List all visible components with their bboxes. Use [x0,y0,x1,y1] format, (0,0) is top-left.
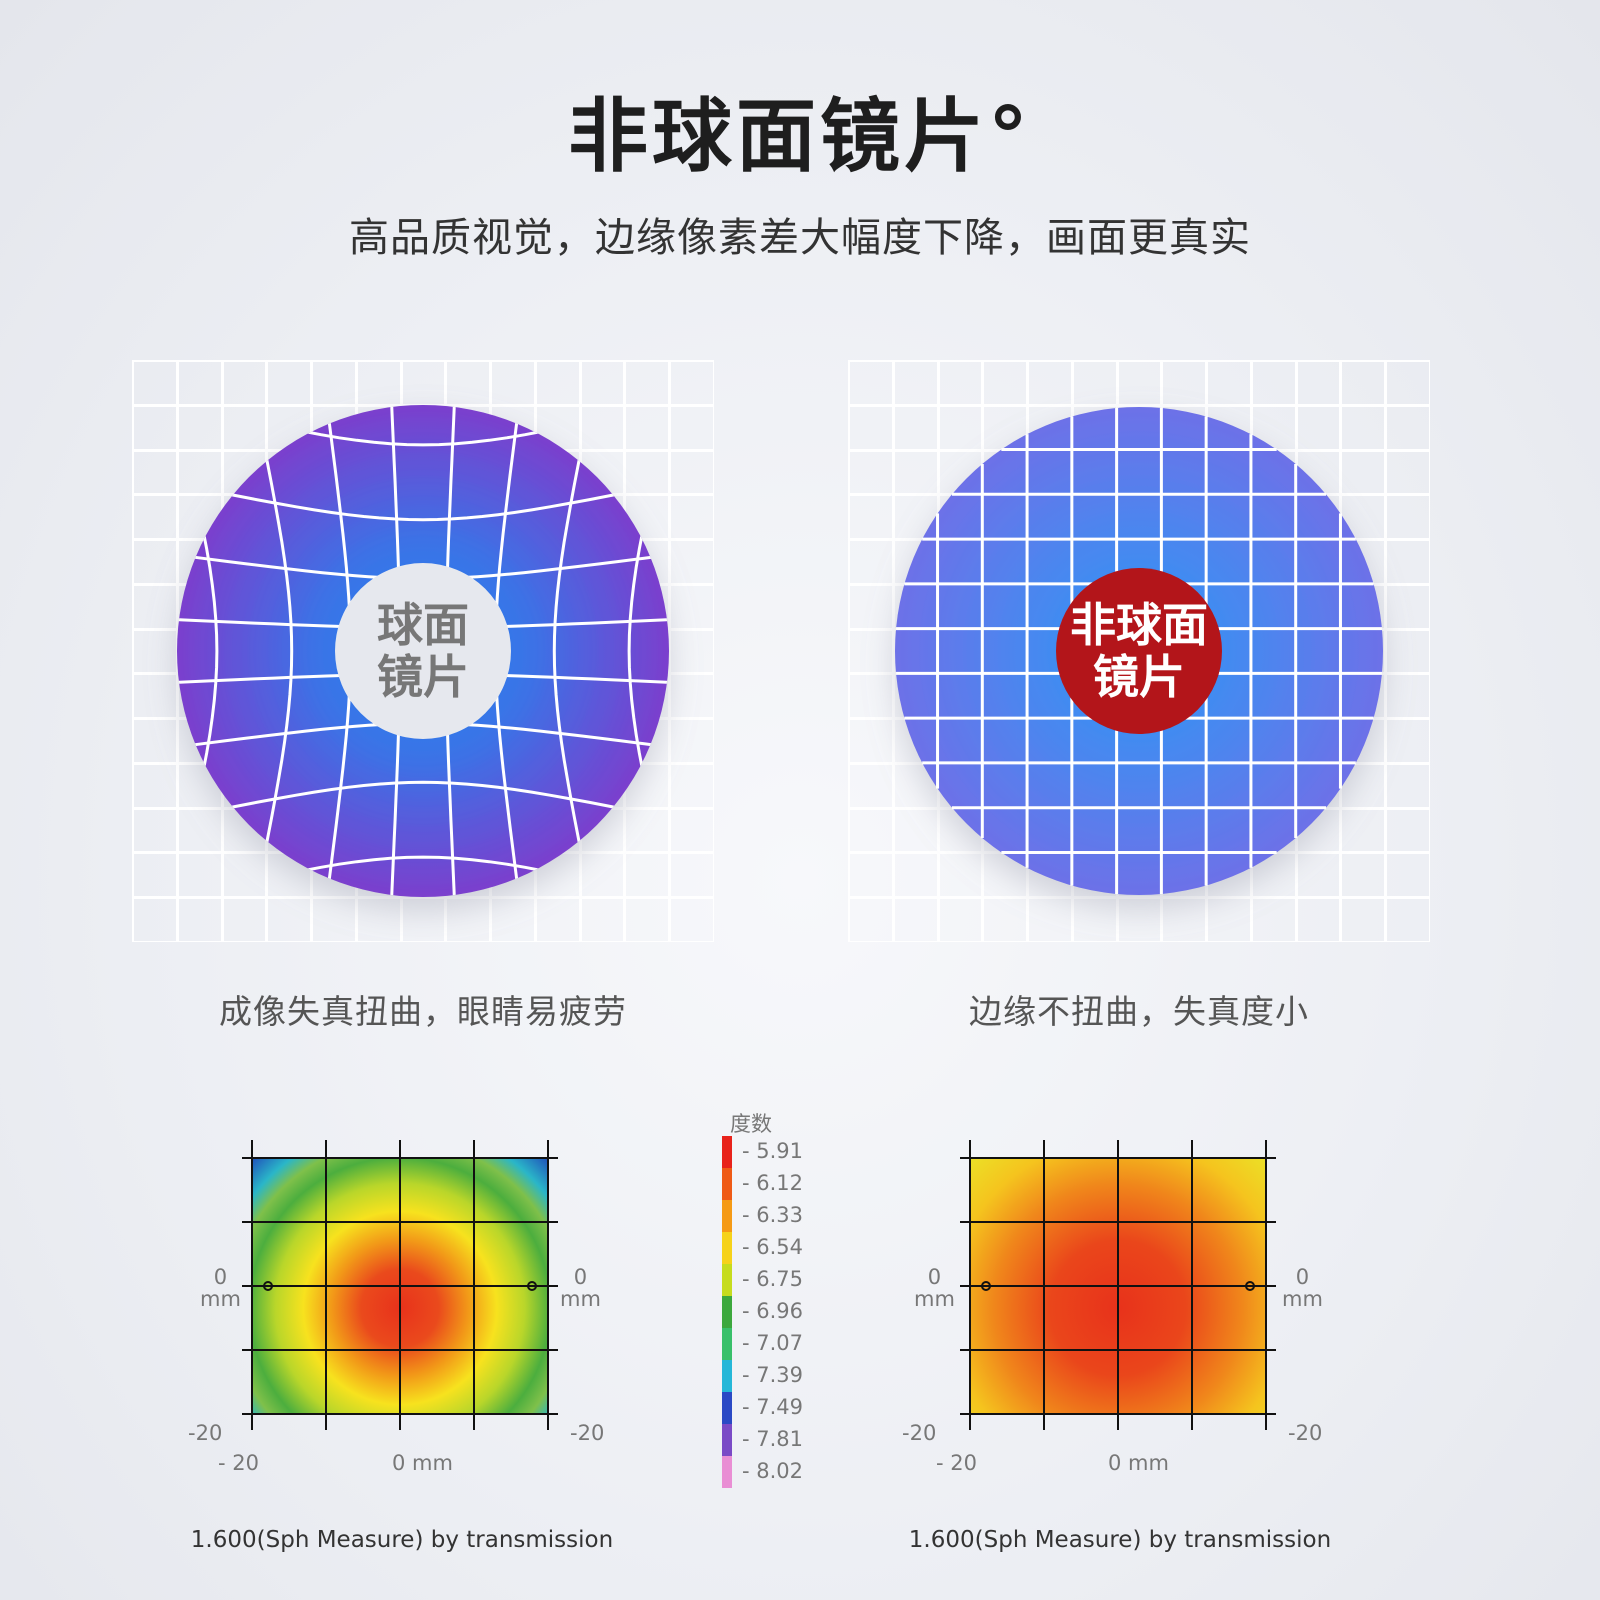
y-zero-label-left: 0 mm [200,1265,241,1311]
aspheric-caption: 边缘不扭曲，失真度小 [969,992,1309,1031]
x-min-label: - 20 [936,1451,977,1475]
legend-label: - 6.54 [742,1235,804,1259]
legend-label: - 6.96 [742,1299,804,1323]
legend-label: - 6.33 [742,1203,804,1227]
legend-swatch [722,1136,732,1168]
legend-title: 度数 [730,1112,772,1136]
legend-swatch [722,1168,732,1200]
badge-line2: 镜片 [1093,650,1185,704]
aspheric-power-map: 0 mm 0 mm -20 -20 - 20 0 mm 1.600(Sph Meas… [900,1140,1340,1560]
legend-swatch [722,1424,732,1456]
badge-line2: 镜片 [377,650,469,704]
legend-label: - 7.49 [742,1395,804,1419]
reference-point-marker [981,1281,991,1291]
plot-grid [242,1140,558,1430]
reference-point-marker [527,1281,537,1291]
legend-swatch [722,1200,732,1232]
spherical-lens-panel: 球面 镜片 [132,360,714,942]
y-min-label-left: -20 [188,1421,223,1445]
lens-grid-line [177,855,669,897]
page-title: 非球面镜片° [568,90,1032,183]
y-min-label-left: -20 [902,1421,937,1445]
aspheric-lens-panel: 非球面 镜片 [848,360,1430,942]
x-center-label: 0 mm [1108,1451,1169,1475]
badge-line1: 非球面 [1070,598,1208,652]
lens-grid-line [627,405,669,897]
y-zero-label-left: 0 mm [914,1265,955,1311]
x-min-label: - 20 [218,1451,259,1475]
legend-swatch [722,1328,732,1360]
legend-swatch [722,1296,732,1328]
aspheric-heatmap-graphic [960,1140,1276,1430]
legend-label: - 6.75 [742,1267,804,1291]
spherical-heatmap-graphic [242,1140,558,1430]
spherical-power-map: 0 mm 0 mm -20 -20 - 20 0 mm 1.600(Sph Meas… [182,1140,622,1560]
legend-label: - 8.02 [742,1459,804,1483]
legend-swatch [722,1264,732,1296]
y-zero-label-right: 0 mm [1282,1265,1323,1311]
legend-label: - 7.81 [742,1427,804,1451]
legend-swatch [722,1392,732,1424]
lens-grid-line [177,405,669,447]
page-subtitle: 高品质视觉，边缘像素差大幅度下降，画面更真实 [349,215,1251,261]
x-center-label: 0 mm [392,1451,453,1475]
legend-label: - 7.39 [742,1363,804,1387]
legend-label: - 5.91 [742,1139,804,1163]
spherical-lens-badge: 球面 镜片 [335,563,511,739]
plot-title: 1.600(Sph Measure) by transmission [190,1527,614,1553]
power-legend: 度数 - 5.91 - 6.12 - 6.33 - 6.54 - 6.75 - 6.96 -… [700,1108,840,1528]
spherical-caption: 成像失真扭曲，眼睛易疲劳 [219,992,627,1031]
plot-title: 1.600(Sph Measure) by transmission [908,1527,1332,1553]
lens-grid-line [177,405,219,897]
y-min-label-right: -20 [1288,1421,1323,1445]
y-min-label-right: -20 [570,1421,605,1445]
aspheric-lens-badge: 非球面 镜片 [1056,568,1222,734]
reference-point-marker [1245,1281,1255,1291]
legend-swatch [722,1360,732,1392]
legend-swatch [722,1232,732,1264]
legend-swatch [722,1456,732,1488]
reference-point-marker [263,1281,273,1291]
y-zero-label-right: 0 mm [560,1265,601,1311]
badge-line1: 球面 [377,598,469,652]
plot-grid [960,1140,1276,1430]
legend-label: - 6.12 [742,1171,804,1195]
legend-label: - 7.07 [742,1331,804,1355]
